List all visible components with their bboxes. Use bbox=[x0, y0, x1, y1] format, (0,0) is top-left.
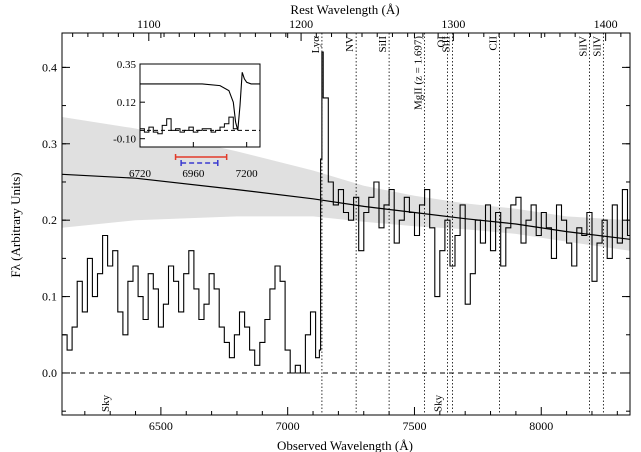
x-tick-label: 6500 bbox=[149, 419, 173, 433]
line-marker-label: SiIV bbox=[577, 36, 589, 57]
line-marker-label: NV bbox=[344, 36, 356, 52]
line-marker-label: OI bbox=[435, 36, 447, 48]
inset-model bbox=[140, 72, 260, 131]
line-marker-label: SiIV bbox=[591, 36, 603, 57]
inset-plot: 6720 6960 7200 -0.10 0.12 0.35 bbox=[113, 59, 261, 180]
x-tick-label: 8000 bbox=[529, 419, 553, 433]
y-tick-label: 0.1 bbox=[42, 290, 57, 304]
x-axis-title: Observed Wavelength (Å) bbox=[277, 438, 413, 452]
line-marker-label: Lyα bbox=[310, 36, 322, 54]
inset-data bbox=[140, 72, 260, 135]
continuum-model-line bbox=[62, 173, 630, 240]
y-tick-label: 0.3 bbox=[42, 137, 57, 151]
inset-x-tick-label: 6960 bbox=[182, 168, 205, 180]
line-marker-label: CII bbox=[487, 36, 499, 51]
top-tick-label: 1100 bbox=[137, 17, 161, 31]
x-tick-label: 7500 bbox=[402, 419, 426, 433]
axes-layer: 6500 7000 7500 8000 1100 1200 1300 1400 0.0 0.1 0.… bbox=[42, 17, 631, 433]
continuum-band bbox=[62, 117, 630, 251]
inset-x-tick-label: 6720 bbox=[129, 168, 152, 180]
inset-spectrum bbox=[140, 116, 238, 135]
y-tick-label: 0.2 bbox=[42, 213, 57, 227]
x-tick-label: 7000 bbox=[276, 419, 300, 433]
line-marker-label: SiII bbox=[377, 36, 389, 53]
continuum-band-layer bbox=[62, 117, 630, 251]
plot-frame bbox=[61, 32, 631, 416]
data-layer bbox=[62, 51, 630, 374]
top-tick-label: 1400 bbox=[594, 17, 618, 31]
y-tick-label: 0.4 bbox=[42, 60, 57, 74]
spectrum-series bbox=[62, 51, 630, 374]
top-tick-label: 1200 bbox=[289, 17, 313, 31]
y-axis-title: Fλ (Arbitrary Units) bbox=[8, 172, 23, 277]
sky-label: Sky bbox=[432, 394, 444, 412]
line-marker-label: MgII (z = 1.697) bbox=[413, 36, 425, 110]
inset-x-tick-label: 7200 bbox=[236, 168, 259, 180]
top-tick-label: 1300 bbox=[441, 17, 465, 31]
top-axis-title: Rest Wavelength (Å) bbox=[290, 2, 399, 17]
inset-y-tick-label: -0.10 bbox=[113, 134, 136, 146]
inset-y-tick-label: 0.35 bbox=[117, 59, 137, 71]
y-tick-label: 0.0 bbox=[42, 366, 57, 380]
inset-y-tick-label: 0.12 bbox=[117, 97, 136, 109]
sky-label: Sky bbox=[100, 394, 112, 412]
line-marker-label: SiII bbox=[441, 36, 453, 53]
